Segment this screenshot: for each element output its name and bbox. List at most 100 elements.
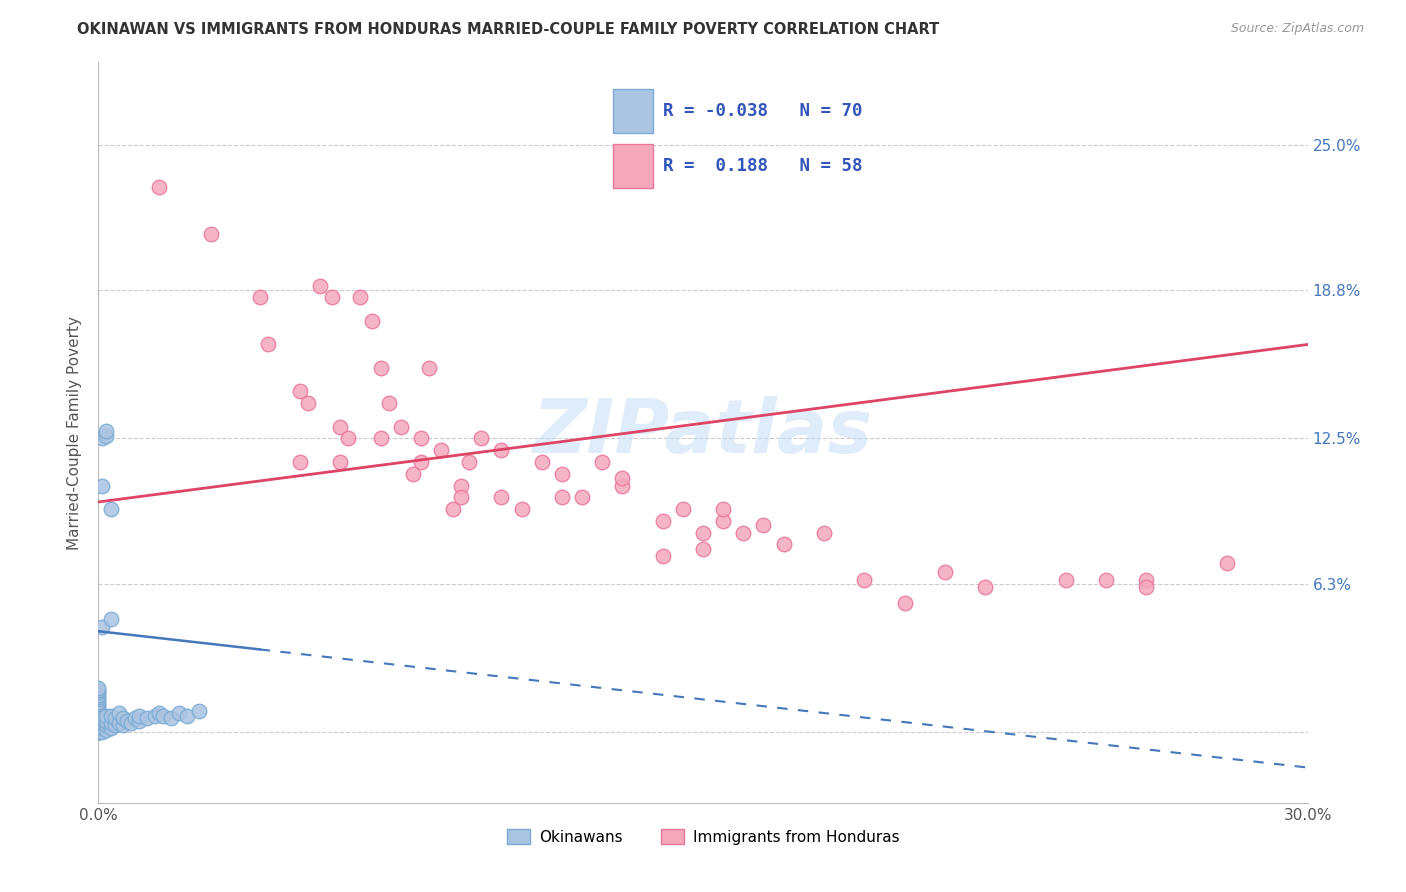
Point [87,725,110,739]
Point [491,443,513,458]
Point [1216,556,1239,570]
Point [87,718,110,732]
Point [571,490,593,504]
Point [87,690,110,704]
Point [91,619,114,633]
Text: OKINAWAN VS IMMIGRANTS FROM HONDURAS MARRIED-COUPLE FAMILY POVERTY CORRELATION C: OKINAWAN VS IMMIGRANTS FROM HONDURAS MAR… [77,22,939,37]
Point [450,478,472,492]
Point [91,725,114,739]
Point [87,681,110,695]
Point [87,704,110,718]
Point [103,711,125,725]
Point [96,425,118,439]
Point [91,432,114,446]
Point [772,537,794,551]
Point [752,518,775,533]
Point [591,455,613,469]
Text: ZIPatlas: ZIPatlas [533,396,873,469]
Point [128,709,150,723]
Point [87,683,110,698]
Point [441,502,464,516]
Point [651,514,673,528]
Point [135,711,157,725]
Point [87,725,110,739]
Point [337,432,360,446]
Point [143,709,166,723]
Point [87,711,110,725]
Point [115,714,138,728]
Point [470,432,492,446]
Point [87,725,110,739]
Point [510,502,533,516]
Point [87,714,110,728]
Point [124,711,146,725]
Point [87,725,110,739]
Point [612,478,634,492]
Point [87,695,110,709]
Point [297,396,319,410]
Point [321,290,343,304]
Point [87,697,110,711]
Point [148,180,170,194]
Point [152,709,174,723]
Point [402,467,425,481]
Point [91,478,114,492]
Point [87,725,110,739]
Point [160,711,183,725]
Point [733,525,755,540]
Point [893,596,915,610]
Point [87,721,110,735]
Point [672,502,695,516]
Point [96,709,118,723]
Point [370,432,392,446]
Point [100,721,122,735]
Point [87,702,110,716]
Point [87,714,110,728]
Point [120,715,142,730]
Point [329,455,352,469]
Point [530,455,553,469]
Point [107,706,129,721]
Point [612,471,634,485]
Point [100,715,122,730]
Point [100,612,122,626]
Point [176,709,198,723]
Point [100,709,122,723]
Point [256,337,278,351]
Point [87,709,110,723]
Point [103,718,125,732]
Point [188,704,211,718]
Point [128,714,150,728]
Point [148,706,170,721]
Point [87,699,110,714]
Point [309,278,332,293]
Point [377,396,399,410]
Point [87,706,110,721]
Point [87,718,110,732]
Point [1095,573,1118,587]
Point [361,314,384,328]
Point [111,718,134,732]
Point [692,541,714,556]
Point [1135,573,1157,587]
Point [87,725,110,739]
Point [370,361,392,376]
Point [974,580,997,594]
Point [87,725,110,739]
Point [87,702,110,716]
Point [1135,580,1157,594]
Point [551,467,574,481]
Point [551,490,574,504]
Point [711,514,734,528]
Point [813,525,835,540]
Point [87,715,110,730]
Point [96,723,118,737]
Point [458,455,481,469]
Point [96,429,118,443]
Point [200,227,222,241]
Point [288,455,311,469]
Point [87,706,110,721]
Point [711,502,734,516]
Point [111,711,134,725]
Point [87,721,110,735]
